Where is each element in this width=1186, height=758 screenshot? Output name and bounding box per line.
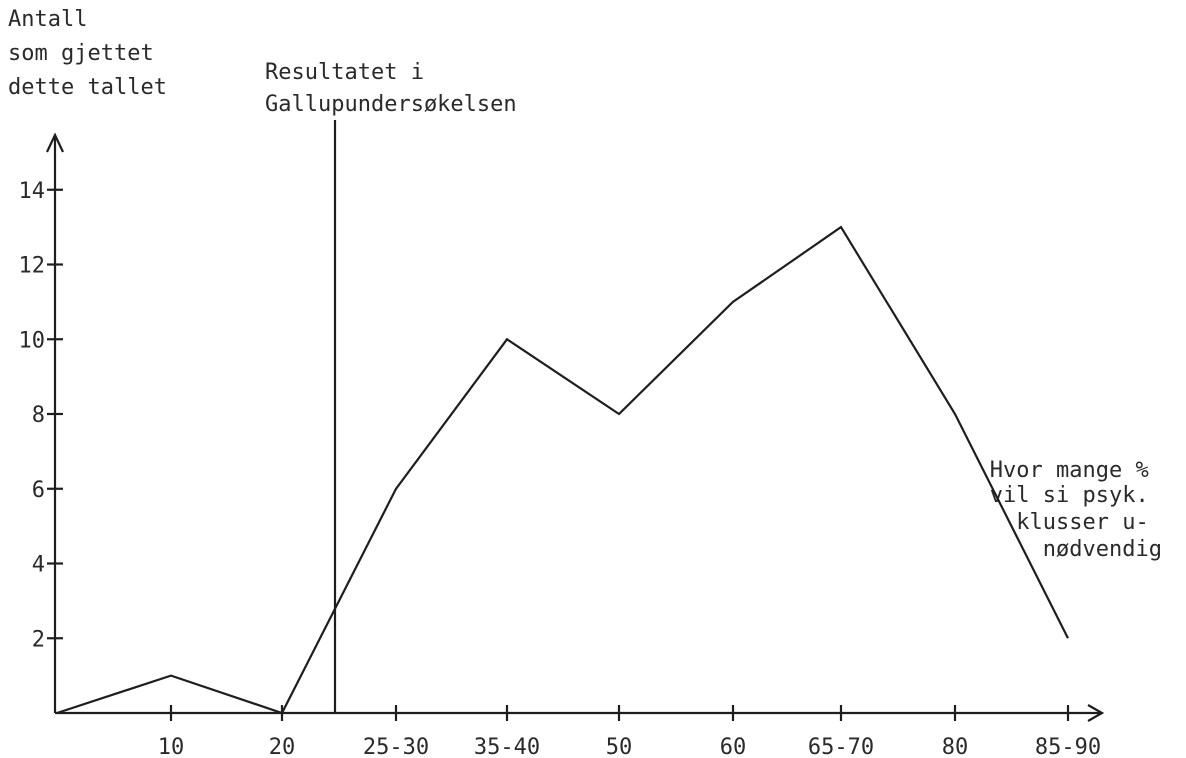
y-tick-label: 10 xyxy=(19,328,46,353)
x-ticks: 10 20 25-30 35-40 50 60 65-70 80 85-90 xyxy=(158,705,1101,758)
y-ticks: 2 4 6 8 10 12 14 xyxy=(19,179,63,652)
x-tick-label: 10 xyxy=(158,735,185,758)
x-axis-title-line: nødvendig xyxy=(1043,537,1162,562)
reference-line-label: Resultatet i Gallupundersøkelsen xyxy=(265,60,517,117)
x-tick-label: 20 xyxy=(269,735,296,758)
x-tick-label: 85-90 xyxy=(1035,735,1101,758)
reference-label-line: Resultatet i xyxy=(265,60,424,85)
x-axis-title-line: klusser u- xyxy=(1016,510,1148,535)
y-axis-title-line: Antall xyxy=(8,7,87,32)
series-line xyxy=(56,225,1069,715)
y-axis-title-line: dette tallet xyxy=(8,75,167,100)
x-axis-title: Hvor mange % vil si psyk. klusser u- nød… xyxy=(990,458,1162,562)
x-tick-label: 50 xyxy=(606,735,633,758)
x-axis-title-line: Hvor mange % xyxy=(990,458,1149,483)
x-axis-arrow xyxy=(1087,704,1105,722)
y-axis-arrow xyxy=(46,132,64,153)
y-axis-title-line: som gjettet xyxy=(8,41,154,66)
x-tick-label: 25-30 xyxy=(363,735,429,758)
x-axis-title-line: vil si psyk. xyxy=(990,483,1149,508)
y-tick-label: 14 xyxy=(19,179,46,204)
y-tick-label: 2 xyxy=(32,627,45,652)
y-tick-label: 8 xyxy=(32,403,45,428)
x-tick-label: 80 xyxy=(942,735,969,758)
y-tick-label: 4 xyxy=(32,553,45,578)
x-tick-label: 65-70 xyxy=(808,735,874,758)
y-tick-label: 6 xyxy=(32,478,45,503)
reference-label-line: Gallupundersøkelsen xyxy=(265,92,517,117)
y-tick-label: 12 xyxy=(19,254,46,279)
x-tick-label: 60 xyxy=(720,735,747,758)
y-axis-title: Antall som gjettet dette tallet xyxy=(8,7,167,100)
x-tick-label: 35-40 xyxy=(474,735,540,758)
